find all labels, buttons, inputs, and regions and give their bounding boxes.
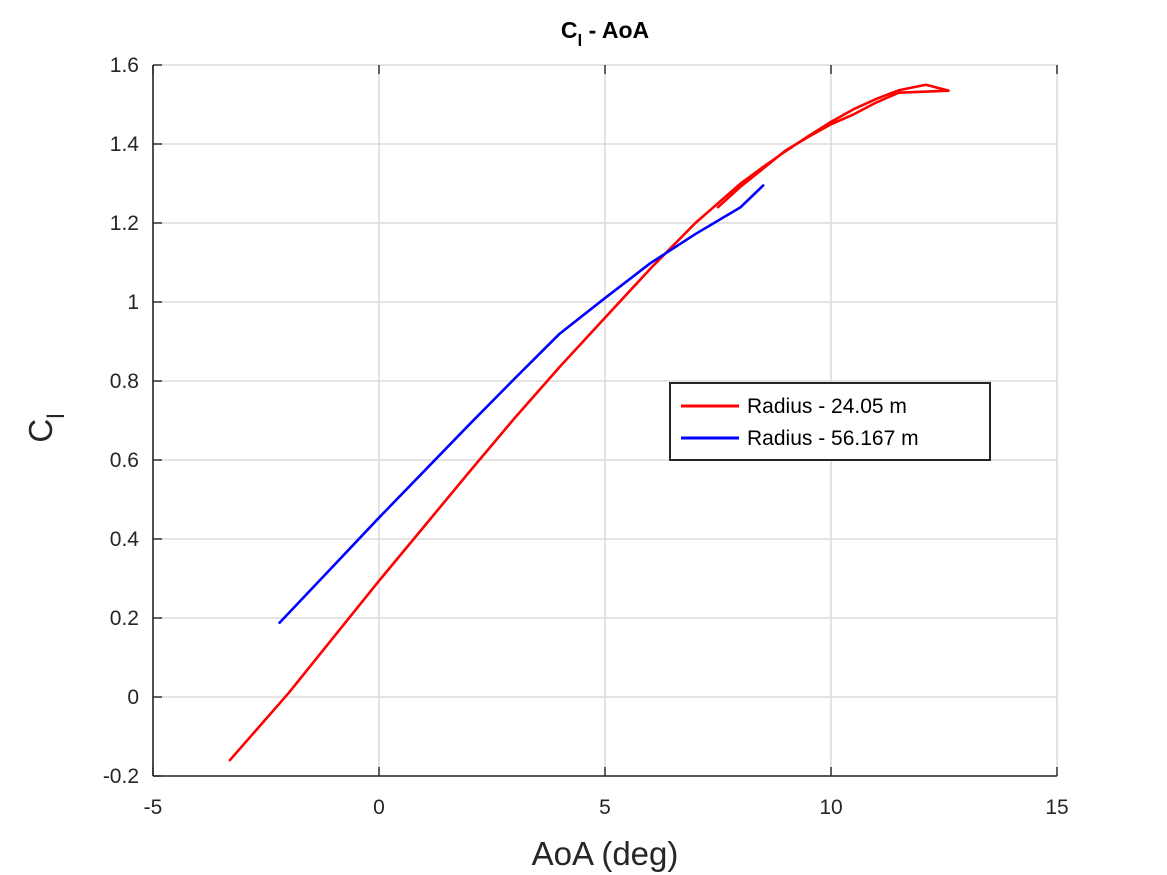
series-line-1: [278, 184, 765, 625]
y-tick-label: 0.2: [110, 607, 139, 630]
x-tick-label: 5: [599, 796, 611, 819]
x-tick-label: 0: [373, 796, 385, 819]
chart-title: Cl - AoA: [561, 17, 649, 50]
y-tick-label: 1.2: [110, 212, 139, 235]
series-line-0: [228, 83, 950, 762]
y-tick-label: 0.6: [110, 449, 139, 472]
y-tick-label: 0: [127, 686, 139, 709]
x-tick-label: 10: [819, 796, 842, 819]
x-axis-label: AoA (deg): [532, 835, 679, 872]
y-tick-label: 0.8: [110, 370, 139, 393]
x-tick-label: 15: [1045, 796, 1068, 819]
y-tick-label: 1.4: [110, 133, 140, 156]
legend-label-radius-24: Radius - 24.05 m: [747, 395, 907, 418]
x-tick-label: -5: [144, 796, 163, 819]
y-tick-label: -0.2: [103, 765, 139, 788]
y-tick-label: 1.6: [110, 54, 139, 77]
legend-label-radius-56: Radius - 56.167 m: [747, 427, 919, 450]
y-axis-label: Cl: [22, 413, 70, 442]
y-tick-label: 1: [127, 291, 139, 314]
y-tick-label: 0.4: [110, 528, 140, 551]
legend-box: [669, 382, 991, 461]
ticks: -5 0 5 10 15 -0.2 0 0.2 0.4 0.6 0.8 1 1.2 1.4 1.6: [103, 54, 1069, 819]
legend: Radius - 24.05 m Radius - 56.167 m: [669, 382, 991, 461]
series-lines: [228, 83, 950, 762]
